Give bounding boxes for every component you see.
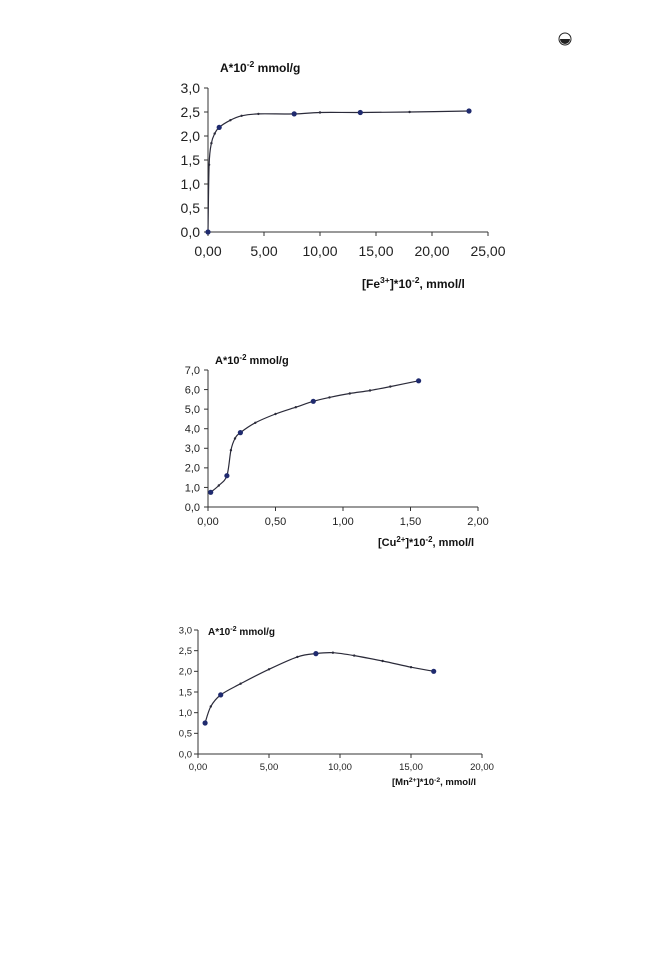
y-axis-label: A*10-2 mmol/g <box>220 60 300 75</box>
x-tick-label: 20,00 <box>470 762 494 773</box>
y-tick-label: 6,0 <box>185 384 200 396</box>
y-tick-label: 2,0 <box>185 463 200 475</box>
y-tick-label: 4,0 <box>185 424 200 436</box>
data-point <box>229 449 233 452</box>
data-point <box>381 659 384 663</box>
data-point-marker <box>205 229 211 235</box>
series-line <box>204 652 434 724</box>
y-tick-label: 1,0 <box>185 482 200 494</box>
data-point-marker <box>202 720 208 726</box>
data-point <box>274 412 277 416</box>
data-point <box>294 406 297 409</box>
data-point <box>348 392 351 395</box>
x-tick-label: 15,00 <box>399 762 423 773</box>
y-tick-label: 3,0 <box>185 443 200 455</box>
chart-fe: 0,0 0,5 1,0 1,5 2,0 2,5 3,0 0,00 5,00 10,00 15,00 2… <box>0 60 672 300</box>
x-tick-label: 1,00 <box>332 516 353 528</box>
x-tick-label: 5,00 <box>260 762 279 773</box>
x-axis-label: [Cu2+]*10-2, mmol/l <box>378 535 474 550</box>
x-tick-label: 0,00 <box>189 762 208 773</box>
chart-fe-svg: 0,0 0,5 1,0 1,5 2,0 2,5 3,0 0,00 5,00 10,00 15,00 2… <box>181 60 506 291</box>
x-tick-label: 2,00 <box>467 516 488 528</box>
data-point-marker <box>216 124 222 130</box>
data-point-marker <box>310 398 316 404</box>
x-tick-label: 15,00 <box>358 243 393 259</box>
y-tick-label: 2,0 <box>179 667 192 678</box>
x-tick-label: 10,00 <box>302 243 337 259</box>
y-tick-label: 0,0 <box>185 502 200 514</box>
y-tick-label: 2,5 <box>181 104 201 120</box>
data-point-marker <box>466 108 472 114</box>
data-point <box>389 385 392 388</box>
series-line <box>210 380 419 493</box>
x-tick-label: 0,00 <box>197 516 218 528</box>
data-point <box>408 110 411 114</box>
y-axis-label: A*10-2 mmol/g <box>215 353 289 368</box>
data-point <box>213 132 216 135</box>
data-point <box>217 484 220 487</box>
y-tick-label: 3,0 <box>181 80 201 96</box>
data-point-marker <box>224 473 230 479</box>
y-tick-label: 0,0 <box>181 224 201 240</box>
data-point <box>254 421 257 424</box>
y-tick-label: 1,5 <box>181 152 201 168</box>
data-point-marker <box>357 109 363 116</box>
y-tick-label: 3,0 <box>179 625 192 636</box>
y-tick-label: 1,0 <box>179 708 192 719</box>
x-tick-label: 10,00 <box>328 762 352 773</box>
data-point <box>240 114 243 117</box>
series-line <box>207 110 470 233</box>
circled-half-icon <box>558 32 572 46</box>
chart-mn: 0,0 0,5 1,0 1,5 2,0 2,5 3,0 0,00 5,00 10,00 15,00 2… <box>0 615 672 795</box>
chart-mn-svg: 0,0 0,5 1,0 1,5 2,0 2,5 3,0 0,00 5,00 10,00 15,00 2… <box>179 624 494 789</box>
y-tick-label: 0,5 <box>181 200 201 216</box>
x-tick-label: 0,00 <box>194 243 221 259</box>
x-axis-label: [Fe3+]*10-2, mmol/l <box>362 275 465 291</box>
data-point <box>328 396 331 399</box>
data-point-marker <box>208 489 214 495</box>
chart-cu-svg: 0,0 1,0 2,0 3,0 4,0 5,0 6,0 7,0 0,00 0,50 1,00 1,50… <box>185 353 489 550</box>
chart-cu: 0,0 1,0 2,0 3,0 4,0 5,0 6,0 7,0 0,00 0,50 1,00 1,50… <box>0 350 672 560</box>
y-tick-label: 1,5 <box>179 687 192 698</box>
data-point-marker <box>431 668 437 674</box>
data-point-marker <box>218 692 224 698</box>
data-point <box>296 655 299 659</box>
y-tick-label: 7,0 <box>185 365 200 377</box>
data-point-marker <box>237 430 243 436</box>
x-tick-label: 25,00 <box>470 243 505 259</box>
x-tick-label: 20,00 <box>414 243 449 259</box>
y-tick-label: 5,0 <box>185 404 200 416</box>
data-point-marker <box>313 651 319 657</box>
data-point <box>331 651 335 654</box>
data-point-marker <box>291 111 297 117</box>
x-tick-label: 5,00 <box>250 243 277 259</box>
x-tick-label: 1,50 <box>400 516 421 528</box>
y-tick-label: 2,0 <box>181 128 201 144</box>
data-point <box>368 389 372 392</box>
data-point <box>257 112 260 116</box>
data-point <box>318 111 322 114</box>
data-point <box>239 682 242 685</box>
y-axis-label: A*10-2 mmol/g <box>208 624 275 639</box>
data-point <box>210 142 213 145</box>
x-axis-label: [Mn2+]*10-2, mmol/l <box>392 777 476 789</box>
data-point <box>267 668 271 671</box>
data-point <box>353 654 356 657</box>
data-point-marker <box>416 378 422 384</box>
y-tick-label: 1,0 <box>181 176 201 192</box>
x-tick-label: 0,50 <box>265 516 286 528</box>
data-point <box>409 666 413 669</box>
data-point <box>209 705 212 708</box>
y-tick-label: 0,0 <box>179 749 192 760</box>
data-point <box>229 119 232 122</box>
data-point <box>207 163 211 166</box>
data-point <box>233 437 237 440</box>
y-tick-label: 0,5 <box>179 729 192 740</box>
y-tick-label: 2,5 <box>179 646 192 657</box>
